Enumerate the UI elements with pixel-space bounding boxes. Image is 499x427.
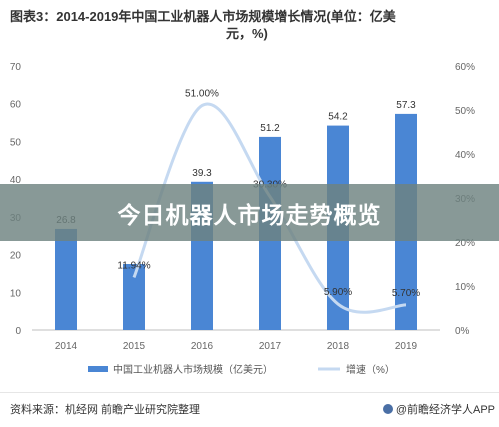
footer-divider [0,392,499,393]
y-left-tick-label: 0 [15,326,21,337]
line-value-label: 51.00% [185,89,219,100]
x-tick-label: 2015 [123,341,146,352]
overlay-banner: 今日机器人市场走势概览 [0,184,499,241]
footer-brand: @前瞻经济学人APP [382,401,495,417]
y-left-tick-label: 40 [10,175,22,186]
y-right-tick-label: 0% [455,326,470,337]
x-tick-label: 2016 [191,341,214,352]
x-tick-label: 2017 [259,341,282,352]
chart-title-line1: 图表3：2014-2019年中国工业机器人市场规模增长情况(单位：亿美 [10,9,396,24]
line-value-label: 5.90% [324,287,352,298]
footer-source: 资料来源：机经网 前瞻产业研究院整理 [10,404,201,416]
bar-value-label: 57.3 [396,100,416,111]
y-right-tick-label: 50% [455,106,475,117]
line-value-label: 11.94% [117,260,150,271]
growth-line [132,102,407,314]
legend-bar-swatch [88,366,108,372]
legend-line-label: 增速（%） [346,363,395,376]
overlay-title: 今日机器人市场走势概览 [117,201,382,228]
x-tick-label: 2014 [55,341,78,352]
x-tick-label: 2019 [395,341,418,352]
bar [123,264,145,330]
brand-logo-icon [382,404,393,414]
y-right-tick-label: 10% [455,282,475,293]
y-left-tick-label: 20 [10,251,22,262]
y-right-tick-label: 20% [455,238,475,249]
bar-value-label: 54.2 [328,112,348,123]
y-left-tick-label: 50 [10,137,22,148]
line-value-label: 5.70% [392,288,420,299]
y-left-tick-label: 60 [10,100,22,111]
bar-value-label: 39.3 [192,168,212,179]
y-left-tick-label: 70 [10,62,22,73]
bar [55,228,77,330]
footer-brand-text: @前瞻经济学人APP [395,404,495,416]
y-right-tick-label: 60% [455,62,475,73]
x-tick-label: 2018 [327,341,350,352]
chart-title: 图表3：2014-2019年中国工业机器人市场规模增长情况(单位：亿美 元，%) [10,8,490,42]
chart-title-line2: 元，%) [226,26,268,41]
legend-bar-label: 中国工业机器人市场规模（亿美元） [113,363,273,376]
bar-value-label: 51.2 [260,123,280,134]
y-right-tick-label: 40% [455,150,475,161]
y-left-tick-label: 10 [10,288,22,299]
